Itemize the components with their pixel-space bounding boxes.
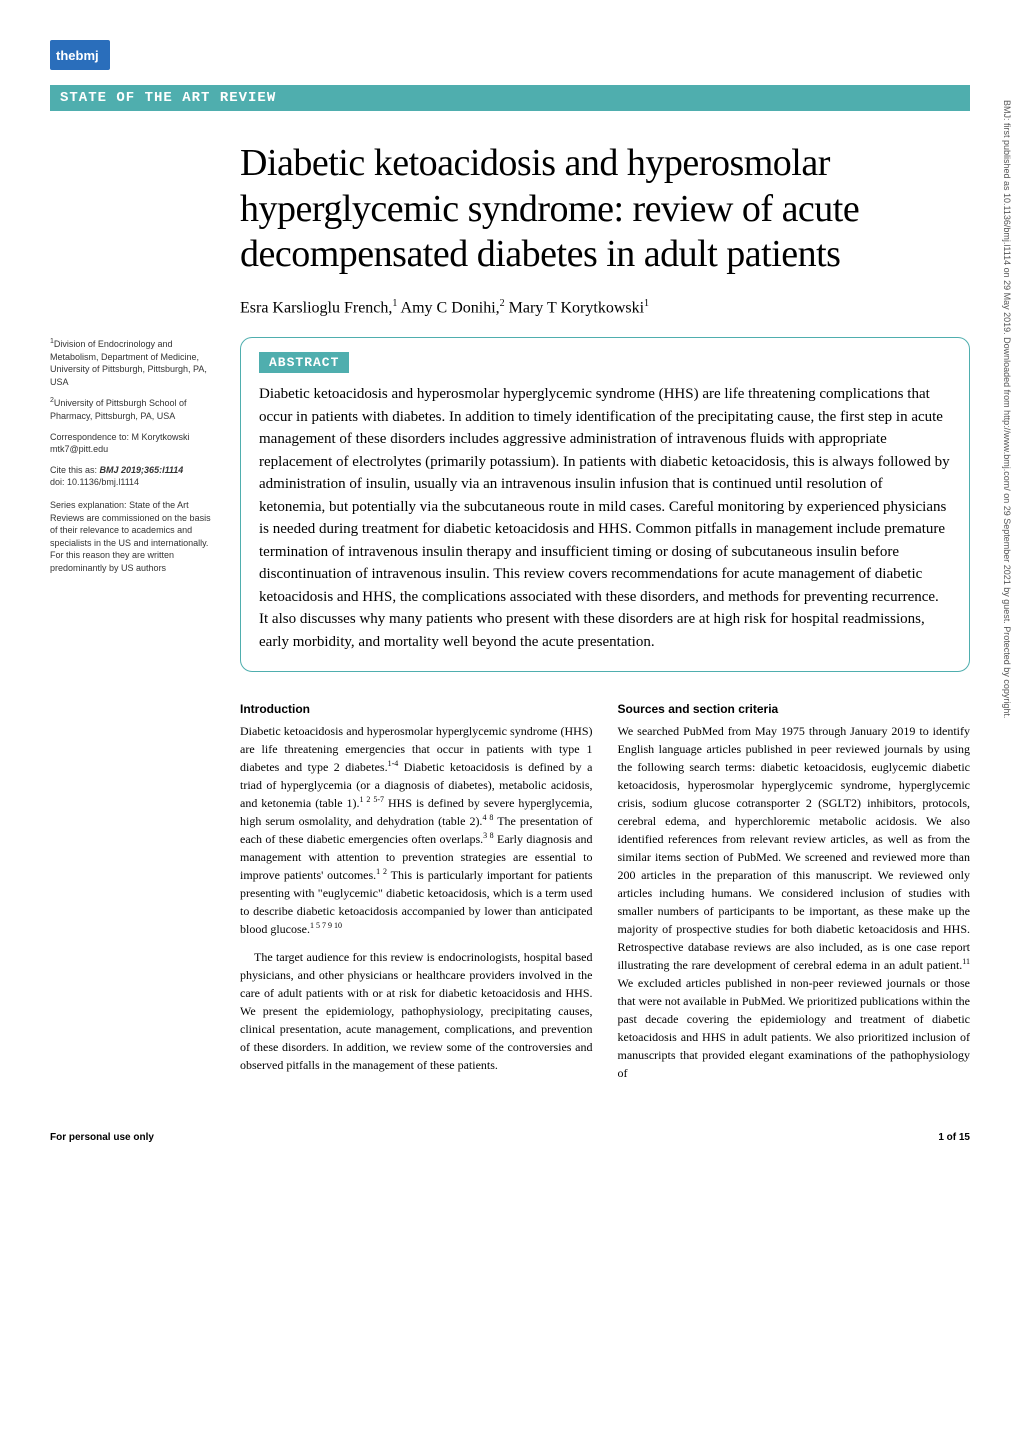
series-label: Series explanation: [50,500,129,510]
body-column-left: Introduction Diabetic ketoacidosis and h… [240,700,593,1092]
copyright-side-text: BMJ: first published as 10.1136/bmj.l111… [1002,100,1012,1300]
article-title: Diabetic ketoacidosis and hyperosmolar h… [240,141,970,278]
section-banner: STATE OF THE ART REVIEW [50,85,970,111]
series-explanation: Series explanation: State of the Art Rev… [50,499,220,575]
intro-para-1: Diabetic ketoacidosis and hyperosmolar h… [240,722,593,938]
cite-value: BMJ 2019;365:l1114 [100,465,184,475]
footer-left: For personal use only [50,1132,154,1143]
cite-label: Cite this as: [50,465,100,475]
footer-right: 1 of 15 [938,1132,970,1143]
doi: doi: 10.1136/bmj.l1114 [50,477,139,487]
page-footer: For personal use only 1 of 15 [50,1132,970,1143]
affiliation-2: 2University of Pittsburgh School of Phar… [50,396,220,422]
sources-heading: Sources and section criteria [618,700,971,718]
abstract-box: ABSTRACT Diabetic ketoacidosis and hyper… [240,337,970,672]
intro-para-2: The target audience for this review is e… [240,948,593,1074]
series-text: State of the Art Reviews are commissione… [50,500,211,573]
abstract-text: Diabetic ketoacidosis and hyperosmolar h… [259,383,951,653]
affiliation-1: 1Division of Endocrinology and Metabolis… [50,337,220,388]
sources-para-1: We searched PubMed from May 1975 through… [618,722,971,1082]
body-column-right: Sources and section criteria We searched… [618,700,971,1092]
sidebar-metadata: 1Division of Endocrinology and Metabolis… [50,337,220,1092]
journal-logo: thebmj [50,40,110,70]
correspondence: Correspondence to: M Korytkowski mtk7@pi… [50,431,220,456]
abstract-label: ABSTRACT [259,352,349,373]
citation: Cite this as: BMJ 2019;365:l1114 doi: 10… [50,464,220,489]
introduction-heading: Introduction [240,700,593,718]
authors: Esra Karslioglu French,1 Amy C Donihi,2 … [240,298,970,317]
